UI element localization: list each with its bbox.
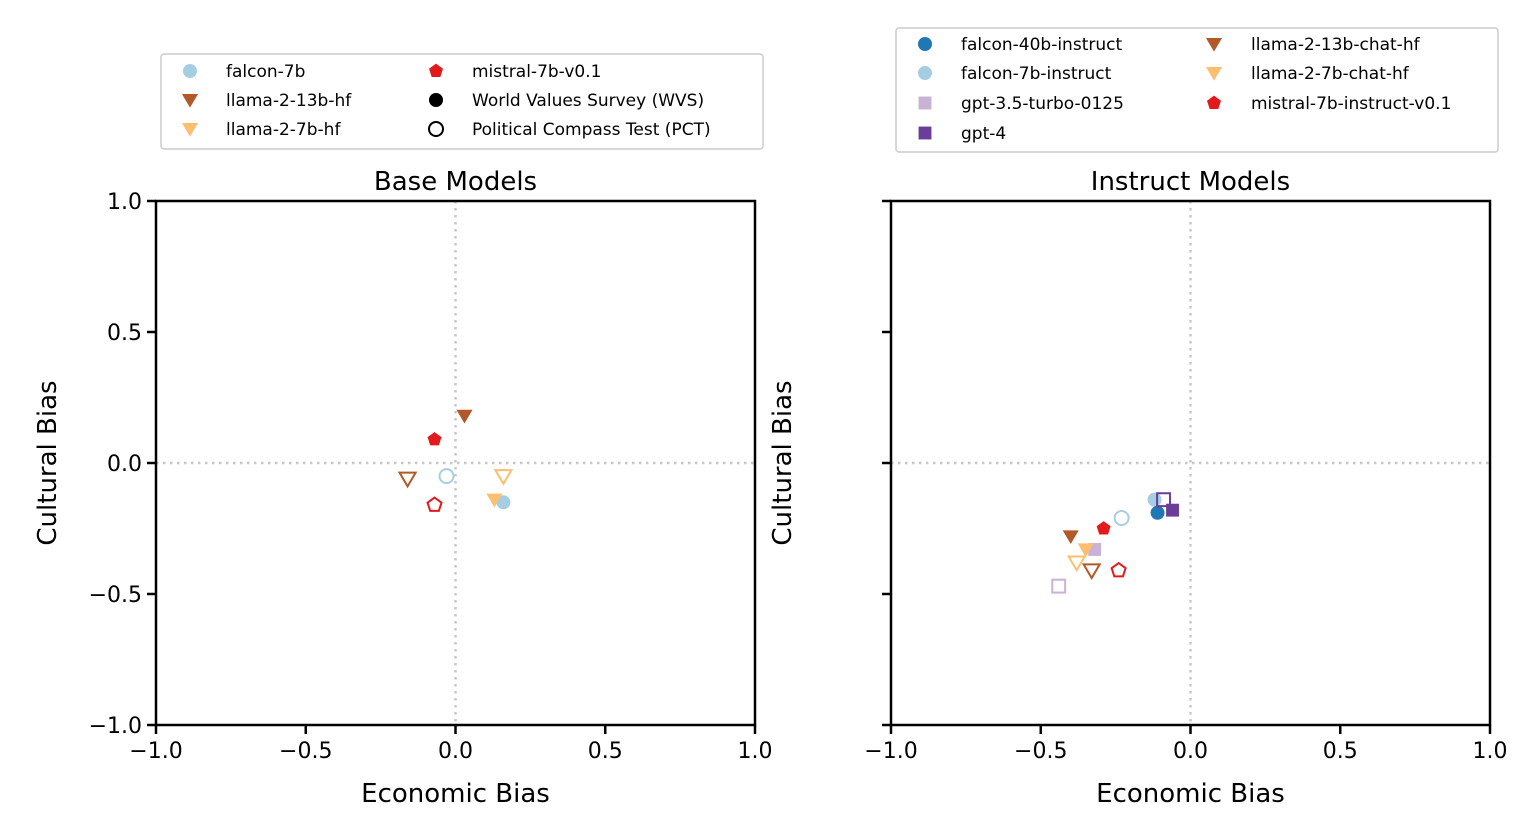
legend-marker-gpt-3-5-turbo-0125 xyxy=(918,96,932,110)
point-falcon-7b-instruct-wvs xyxy=(1147,492,1162,507)
x-axis-label: Economic Bias xyxy=(361,779,550,809)
panel-instruct-models: Instruct Models −1.0 −0.5 0.0 0.5 1.0 Economic… xyxy=(768,27,1508,809)
point-llama-2-13b-hf-pct xyxy=(397,471,418,489)
legend-marker-political-compass-test-pct- xyxy=(428,121,444,137)
point-llama-2-7b-hf-wvs xyxy=(486,493,503,508)
x-tick-label: 0.5 xyxy=(588,739,623,764)
legend-label: gpt-4 xyxy=(961,124,1006,144)
point-llama-2-13b-chat-hf-wvs xyxy=(1062,530,1079,545)
legend-marker-llama-2-13b-hf xyxy=(181,93,199,108)
point-falcon-7b-pct xyxy=(438,468,455,485)
y-tick-label: 0.5 xyxy=(107,321,142,346)
y-tick-label: 1.0 xyxy=(107,190,142,215)
point-falcon-7b-instruct-pct xyxy=(1113,510,1130,527)
legend-label: gpt-3.5-turbo-0125 xyxy=(961,94,1124,114)
legend-label: falcon-7b-instruct xyxy=(961,64,1112,84)
legend-marker-llama-2-7b-hf xyxy=(181,122,199,137)
x-tick-label: −0.5 xyxy=(279,739,332,764)
legend-box xyxy=(895,27,1499,153)
legend-label: llama-2-13b-chat-hf xyxy=(1251,35,1421,55)
legend-label: mistral-7b-v0.1 xyxy=(472,62,601,82)
legend-marker-falcon-7b xyxy=(183,64,197,78)
point-gpt-4-pct xyxy=(1156,492,1171,508)
legend-label: llama-2-13b-hf xyxy=(226,91,352,111)
point-falcon-7b-wvs xyxy=(496,495,511,510)
legend-marker-mistral-7b-instruct-v0-1 xyxy=(1207,95,1221,109)
x-tick-label: 1.0 xyxy=(1473,739,1508,764)
point-falcon-40b-instruct-wvs xyxy=(1150,505,1165,520)
y-tick-label: −1.0 xyxy=(89,714,142,739)
legend-label: Political Compass Test (PCT) xyxy=(472,120,711,140)
x-axis-label: Economic Bias xyxy=(1096,779,1285,809)
y-axis-label: Cultural Bias xyxy=(33,380,63,545)
panel-base-models: Base Models −1.0 1.0 −0.5 0.5 0.0 0.0 0.5 −0.5 1.… xyxy=(33,53,773,809)
legend-label: llama-2-7b-chat-hf xyxy=(1251,64,1410,84)
panel-title: Base Models xyxy=(374,167,537,197)
legend-marker-gpt-4 xyxy=(918,126,932,140)
legend-marker-llama-2-13b-chat-hf xyxy=(1205,37,1223,52)
point-llama-2-7b-hf-pct xyxy=(493,469,514,486)
panel-title: Instruct Models xyxy=(1091,167,1290,197)
legend-label: World Values Survey (WVS) xyxy=(472,91,704,111)
point-mistral-7b-instruct-v0.1-wvs xyxy=(1096,521,1111,535)
legend-label: falcon-40b-instruct xyxy=(961,35,1122,55)
legend-marker-falcon-40b-instruct xyxy=(918,37,932,51)
x-tick-label: −0.5 xyxy=(1014,739,1067,764)
legend-label: mistral-7b-instruct-v0.1 xyxy=(1251,94,1451,114)
point-llama-2-13b-hf-wvs xyxy=(456,409,473,424)
legend-marker-llama-2-7b-chat-hf xyxy=(1205,66,1223,81)
point-llama-2-13b-chat-hf-pct xyxy=(1081,563,1102,581)
point-gpt-3.5-turbo-0125-pct xyxy=(1051,578,1067,594)
legend-label: falcon-7b xyxy=(226,62,305,82)
point-llama-2-7b-chat-hf-pct xyxy=(1066,555,1087,573)
legend-label: llama-2-7b-hf xyxy=(226,120,341,140)
legend-marker-world-values-survey-wvs- xyxy=(429,93,443,107)
x-tick-label: 0.5 xyxy=(1323,739,1358,764)
point-mistral-7b-v0.1-pct xyxy=(426,496,443,512)
point-mistral-7b-instruct-v0.1-pct xyxy=(1110,561,1127,578)
x-tick-label: 0.0 xyxy=(1173,739,1208,764)
x-tick-label: 1.0 xyxy=(738,739,773,764)
x-tick-label: −1.0 xyxy=(129,739,182,764)
point-mistral-7b-v0.1-wvs xyxy=(427,432,442,446)
x-tick-label: 0.0 xyxy=(438,739,473,764)
y-axis-label: Cultural Bias xyxy=(768,380,798,545)
x-tick-label: −1.0 xyxy=(864,739,917,764)
point-llama-2-7b-chat-hf-wvs xyxy=(1077,543,1094,558)
legend-box xyxy=(160,53,764,150)
legend-marker-falcon-7b-instruct xyxy=(918,66,932,80)
legend-marker-mistral-7b-v0-1 xyxy=(429,63,443,77)
y-tick-label: −0.5 xyxy=(89,583,142,608)
y-tick-label: 0.0 xyxy=(107,452,142,477)
